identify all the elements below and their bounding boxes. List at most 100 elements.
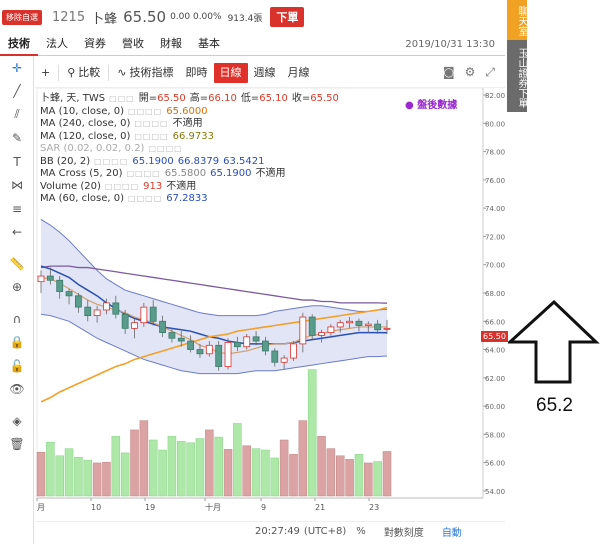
legend-controls[interactable]: □□□ [109,94,135,103]
volume-bar [205,429,214,497]
legend-controls[interactable]: □□□□ [134,131,169,141]
trash-icon[interactable]: 🗑 [9,437,25,452]
legend-controls[interactable]: □□□□ [104,181,140,191]
drawing-toolbar: ✛ ╱ ⫽ ✎ T ⋈ ≡ ← 📏 ⊕ ∩ 🔒 🔓 👁 ◈ 🗑 [0,56,34,544]
legend-row: MA (10, close, 0) □□□□ 65.6000 [40,106,480,119]
text-icon[interactable]: T [13,154,21,169]
volume-bar [64,448,74,497]
legend-row: MA (120, close, 0) □□□□ 66.9733 [40,131,480,144]
candle-body [299,316,307,345]
tab-financials[interactable]: 財報 [160,36,182,50]
fib-icon[interactable]: ≡ [11,201,23,216]
order-button[interactable]: 下單 [270,7,305,27]
legend-controls[interactable]: □□□□ [128,194,163,203]
volume-bar [92,462,102,497]
spacer [0,401,34,409]
y-tick-label: 78.00 [485,149,505,157]
close-label: 收= [291,93,311,104]
legend-row: Volume (20) □□□□ 913 不適用 [40,181,480,194]
y-tick-label: 66.00 [485,318,505,326]
legend-row-label: Volume (20) [40,180,101,192]
legend-controls[interactable]: □□□□ [128,106,163,116]
realtime-button[interactable]: 即時 [185,65,208,79]
price-chart[interactable]: 82.00 80.00 78.00 76.00 74.00 72.00 70.00 68.00… [35,87,505,521]
volume-bar [289,454,298,497]
esun-order-button[interactable]: 玉山證券下單 [507,40,527,112]
candle-body [262,340,269,352]
daily-button[interactable]: 日線 [213,62,248,83]
spacer [0,244,34,252]
legend-row-value: 65.5800 [164,168,207,179]
y-tick-label: 68.00 [485,290,505,298]
quote-header: 移除自選 1215 卜蜂 65.50 0.00 0.00% 913.4張 下單 [0,0,505,34]
y-tick-label: 62.00 [485,375,505,383]
auto-scale-toggle[interactable]: 自動 [441,528,462,539]
lock-drawing-icon[interactable]: 🔒 [9,335,25,350]
log-scale-toggle[interactable]: 對數刻度 [383,528,424,539]
legend-controls[interactable]: □□□□ [94,156,129,166]
tab-technical[interactable]: 技術 [0,34,38,56]
chart-toolbar: + ⚲ 比較 ∿ 技術指標 即時 日線 週線 月線 ◙ ⚙ ⤢ [35,58,505,88]
trendline-icon[interactable]: ╱ [13,84,21,99]
volume-bar [83,459,93,497]
y-tick-label: 56.00 [485,460,505,468]
tab-institutional[interactable]: 法人 [46,36,68,50]
fullscreen-icon[interactable]: ⤢ [485,65,495,79]
candle-body [215,344,223,367]
zoom-in-icon[interactable]: ⊕ [11,280,23,295]
legend-controls[interactable]: □□□□ [148,144,183,153]
timestamp: 2019/10/31 13:30 [405,39,495,50]
legend-row-value: 66.9733 [172,130,214,142]
parallel-lines-icon[interactable]: ⫽ [14,107,20,122]
ruler-icon[interactable]: 📏 [9,256,25,271]
y-tick-label: 80.00 [485,120,505,128]
y-tick-label: 72.00 [485,233,505,241]
x-tick-label: 10 [91,503,101,512]
indicators-button[interactable]: ∿ 技術指標 [111,63,179,83]
weekly-button[interactable]: 週線 [253,65,276,79]
candle-body [336,322,344,328]
tab-basic[interactable]: 基本 [198,36,220,50]
legend-controls[interactable]: □□□□ [134,119,169,128]
y-tick-label: 54.00 [485,488,505,496]
tab-revenue[interactable]: 營收 [122,36,144,50]
timezone[interactable]: (UTC+8) [303,526,347,537]
x-tick-label: 23 [369,503,379,512]
volume-bar [233,423,242,497]
settings-icon[interactable]: ⚙ [464,65,476,79]
monthly-button[interactable]: 月線 [287,65,310,79]
legend-row-label: MA (120, close, 0) [40,130,131,142]
percent-toggle[interactable]: % [356,526,366,537]
stock-price: 65.50 [123,8,167,26]
crosshair-icon[interactable]: ✛ [11,60,23,75]
pattern-icon[interactable]: ⋈ [11,178,23,193]
unlock-icon[interactable]: 🔓 [9,358,25,373]
high-label: 高= [189,93,209,104]
magnet-icon[interactable]: ∩ [12,311,22,326]
legend-row: MA (60, close, 0) □□□□ 67.2833 [40,193,480,206]
candle-body [327,326,335,333]
chatroom-button[interactable]: 聊天室 [507,0,527,40]
legend-row: MA Cross (5, 20) □□□□ 65.5800 65.1900 不適… [40,168,480,181]
add-symbol-icon[interactable]: + [41,65,51,79]
chart-area[interactable]: 82.00 80.00 78.00 76.00 74.00 72.00 70.00 68.00… [35,87,505,524]
remove-watchlist-button[interactable]: 移除自選 [2,9,42,25]
volume-bar [298,420,308,497]
compare-button[interactable]: ⚲ 比較 [61,63,106,83]
brush-icon[interactable]: ✎ [11,131,23,146]
volume-bar [373,461,382,497]
y-tick-label: 82.00 [485,92,505,100]
tab-margin[interactable]: 資券 [84,36,106,50]
candle-body [187,340,195,350]
indicators-label: 技術指標 [129,65,174,79]
layers-icon[interactable]: ◈ [12,413,22,428]
legend-controls[interactable]: □□□□ [126,169,161,178]
volume-bar [167,436,177,497]
candle-body [149,306,157,322]
chart-legend: 卜蜂, 天, TWS □□□ 開= 65.50 高= 66.10 低= 65.10 收… [40,93,480,206]
camera-icon[interactable]: ◙ [442,65,455,79]
legend-main-label: 卜蜂, 天, TWS [40,93,106,104]
back-arrow-icon[interactable]: ← [11,225,23,240]
eye-icon[interactable]: 👁 [9,382,25,397]
stock-volume: 913.4張 [227,13,263,24]
